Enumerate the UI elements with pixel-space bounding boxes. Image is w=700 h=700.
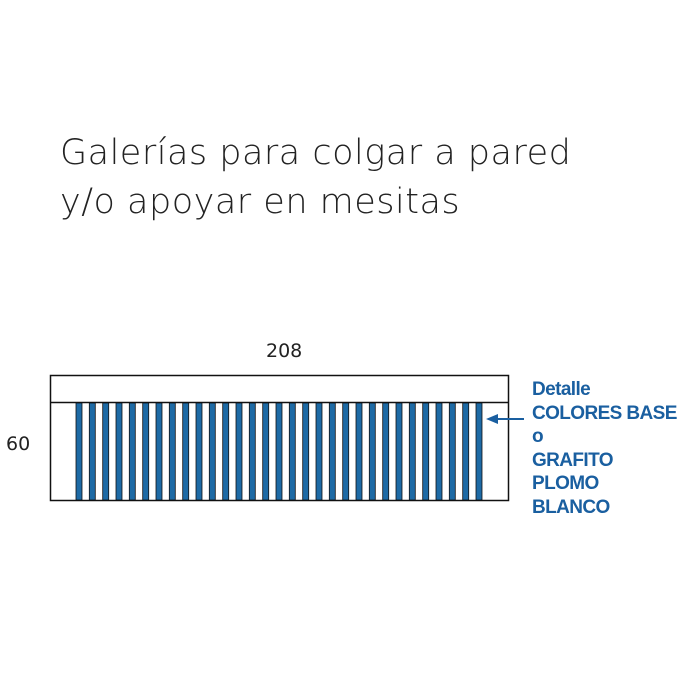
slat xyxy=(435,402,443,501)
slat xyxy=(355,402,363,501)
note-line: GRAFITO xyxy=(532,449,614,471)
note-line: o xyxy=(532,426,544,447)
slat xyxy=(328,402,336,501)
note-detail: Detalle COLORES BASE o GRAFITO PLOMO BLA… xyxy=(532,378,677,519)
note-line: PLOMO xyxy=(532,473,599,494)
slat xyxy=(102,402,110,501)
slat xyxy=(475,402,483,501)
slat xyxy=(422,402,430,501)
slat xyxy=(315,402,323,501)
slats xyxy=(75,402,483,501)
slat xyxy=(208,402,216,501)
slat xyxy=(115,402,123,501)
slat xyxy=(155,402,163,501)
slat xyxy=(275,402,283,501)
slat xyxy=(222,402,230,501)
slat xyxy=(408,402,416,501)
slat xyxy=(168,402,176,501)
slat xyxy=(262,402,270,501)
slat xyxy=(302,402,310,501)
slat xyxy=(128,402,136,501)
slat xyxy=(462,402,470,501)
slat xyxy=(195,402,203,501)
slat xyxy=(368,402,376,501)
arrow-left-icon xyxy=(486,414,498,424)
slat xyxy=(142,402,150,501)
slat xyxy=(235,402,243,501)
slat xyxy=(382,402,390,501)
note-line: BLANCO xyxy=(532,496,610,518)
note-line: Detalle xyxy=(532,379,591,400)
slat xyxy=(88,402,96,501)
title-line-1: Galerías para colgar a pared xyxy=(60,133,572,173)
title-line-2: y/o apoyar en mesitas xyxy=(60,182,461,222)
slat xyxy=(182,402,190,501)
slat xyxy=(75,402,83,501)
slat xyxy=(448,402,456,501)
slat xyxy=(288,402,296,501)
slat xyxy=(395,402,403,501)
note-line: COLORES BASE xyxy=(532,402,677,424)
width-dimension: 208 xyxy=(266,340,303,362)
slat xyxy=(248,402,256,501)
height-dimension: 60 xyxy=(6,433,31,455)
slat xyxy=(342,402,350,501)
